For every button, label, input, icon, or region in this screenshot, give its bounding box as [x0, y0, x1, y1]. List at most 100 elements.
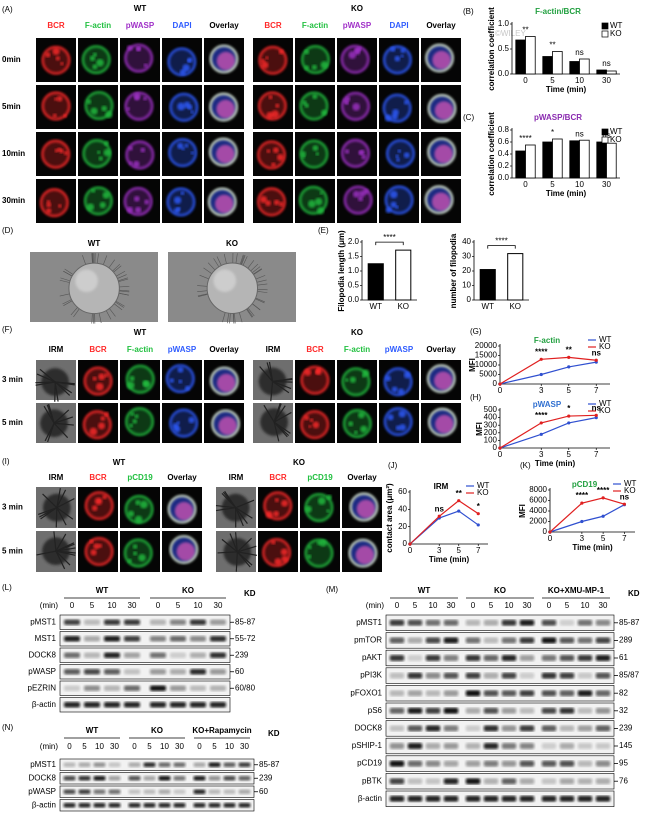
band: [541, 707, 557, 714]
time-label: 30: [447, 601, 456, 610]
band: [63, 762, 76, 768]
micro-image: [337, 403, 377, 443]
row-label: pWASP: [28, 667, 56, 676]
cell-fill: [42, 92, 70, 120]
spot: [89, 427, 98, 436]
cell-ring: [41, 45, 71, 75]
row-label: β-actin: [32, 700, 56, 709]
band: [465, 760, 481, 767]
row-label: 5 min: [2, 418, 23, 427]
panel-label: (L): [2, 583, 12, 592]
spot: [308, 199, 316, 208]
significance-label: **: [549, 41, 555, 50]
cell-ring: [209, 92, 238, 122]
data-point: [567, 355, 571, 359]
legend-label: WT: [624, 479, 637, 488]
band: [108, 789, 121, 795]
y-axis-label: MFI: [475, 422, 484, 436]
band: [193, 775, 206, 781]
band: [577, 743, 593, 749]
spot: [54, 148, 59, 153]
band: [208, 762, 221, 768]
micro-image: [162, 38, 202, 82]
panel-label: (D): [2, 226, 13, 235]
band: [407, 655, 423, 661]
band: [173, 775, 186, 781]
row-label: pAKT: [362, 653, 382, 662]
band: [64, 685, 80, 692]
spot: [265, 56, 269, 60]
spot: [304, 49, 310, 55]
spot: [96, 58, 104, 67]
spot: [132, 544, 138, 549]
micro-image: [253, 403, 293, 443]
group-label: KO: [494, 586, 506, 595]
cell-ring: [84, 491, 114, 520]
filopod: [36, 550, 57, 556]
spot: [266, 149, 271, 154]
band: [108, 775, 121, 781]
cell-ring: [207, 187, 237, 217]
time-label: 0: [395, 601, 400, 610]
micro-image: [162, 360, 202, 400]
cell-ring: [211, 409, 240, 439]
y-tick-label: 10: [462, 281, 471, 290]
spot: [390, 201, 397, 208]
y-tick-label: 300: [484, 420, 498, 429]
band: [519, 655, 535, 661]
channel-label: pCD19: [307, 473, 333, 482]
channel-label: BCR: [264, 21, 282, 30]
band: [104, 652, 120, 659]
cell-ring: [169, 535, 199, 564]
time-label: 0: [547, 601, 552, 610]
significance-bracket: [487, 245, 516, 249]
band: [190, 701, 206, 708]
band: [541, 760, 557, 767]
micro-image: [295, 85, 335, 129]
band: [407, 690, 423, 697]
cell-fill: [435, 414, 454, 434]
channel-label: Overlay: [209, 21, 239, 30]
band: [595, 690, 611, 697]
band: [389, 655, 405, 661]
band: [208, 789, 221, 795]
spot: [133, 551, 138, 556]
time-label: 10: [194, 601, 203, 610]
data-point: [437, 514, 441, 518]
band: [443, 637, 459, 644]
group-label: WT: [418, 586, 431, 595]
chart-title: F-actin: [534, 336, 560, 345]
band: [223, 789, 236, 795]
band: [465, 690, 481, 697]
spot: [345, 96, 351, 102]
band: [238, 789, 251, 795]
band: [501, 725, 517, 732]
spot: [97, 499, 101, 503]
spot: [46, 208, 52, 214]
micro-image: [78, 179, 118, 223]
spot: [389, 190, 398, 199]
channel-label: DAPI: [389, 21, 408, 30]
spot: [304, 415, 310, 421]
spot: [358, 411, 365, 419]
spot: [266, 111, 274, 119]
row-label: pMST1: [30, 617, 56, 626]
micro-image: [253, 85, 293, 129]
time-label: 5: [489, 601, 494, 610]
cell-ring: [348, 538, 378, 568]
kd-label: 60: [259, 787, 268, 796]
filopod: [270, 381, 274, 402]
spot: [274, 558, 282, 566]
x-tick-label: 0: [408, 546, 413, 555]
spot: [349, 376, 357, 383]
spot: [260, 195, 268, 204]
y-tick-label: 0.5: [348, 281, 360, 290]
channel-label: BCR: [89, 345, 107, 354]
spot: [103, 148, 111, 157]
band: [407, 637, 423, 644]
x-tick-label: 7: [594, 386, 599, 395]
x-axis-label: Time (min): [546, 189, 587, 198]
filopod: [259, 366, 274, 382]
band: [425, 637, 441, 644]
y-tick-label: 1.0: [348, 266, 360, 275]
